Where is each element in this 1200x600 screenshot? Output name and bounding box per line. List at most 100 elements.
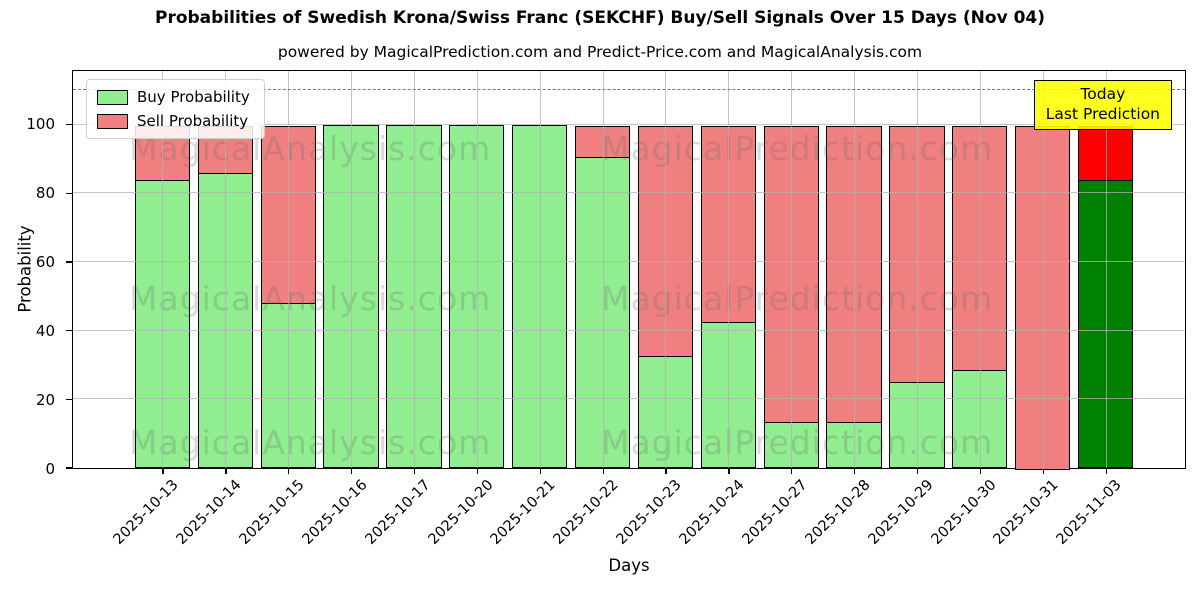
stacked-bar [952,71,1008,468]
sell-bar-segment [574,126,631,159]
y-tick-mark [66,261,73,263]
stacked-bar [637,71,694,468]
legend: Buy Probability Sell Probability [86,79,265,139]
x-tick-label: 2025-10-14 [173,477,245,548]
sell-bar-segment [700,126,756,324]
x-tick-label: 2025-10-15 [236,477,308,548]
x-tick-mark [854,468,856,474]
buy-bar-segment [1077,179,1134,468]
buy-bar-segment [637,356,694,468]
sell-bar-segment [763,126,819,424]
x-tick-mark [728,468,730,474]
x-tick-mark [539,468,541,474]
buy-bar-segment [197,172,253,468]
y-tick-label: 80 [35,183,55,202]
x-tick-label: 2025-10-29 [865,477,937,548]
stacked-bar [260,71,316,468]
bar-group: 2025-10-17 [362,71,446,548]
x-tick-label: 2025-10-30 [928,477,1000,548]
bar-group: 2025-10-24 [677,71,760,548]
bar-group: 2025-10-22 [551,71,634,548]
x-tick-mark [476,468,479,474]
x-tick-label: 2025-10-24 [676,477,748,548]
buy-bar-segment [386,124,442,468]
y-tick-label: 0 [45,460,55,478]
y-gridline [73,398,1185,400]
x-tick-mark [602,468,604,474]
sell-bar-segment [826,126,882,424]
stacked-bar [323,71,379,468]
sell-legend-swatch [97,113,128,129]
x-tick-mark [1105,468,1107,474]
chart-subtitle: powered by MagicalPrediction.com and Pre… [277,43,923,61]
buy-bar-segment [134,179,191,468]
x-tick-mark [979,468,982,474]
y-gridline [73,192,1185,194]
buy-bar-segment [260,303,316,468]
y-tick-mark [66,123,73,126]
x-tick-label: 2025-10-21 [488,477,560,548]
x-tick-label: 2025-10-23 [613,477,685,548]
stacked-bar [1077,71,1134,468]
sell-legend-label: Sell Probability [137,112,249,130]
x-tick-label: 2025-10-16 [299,477,371,548]
x-tick-label: 2025-10-20 [425,477,497,548]
x-tick-label: 2025-10-13 [110,477,182,548]
y-gridline [73,329,1185,331]
y-gridline [73,123,1185,125]
stacked-bar [134,71,191,468]
today-annotation-line2: Last Prediction [1045,105,1160,124]
buy-bar-segment [512,124,568,468]
x-tick-label: 2025-10-31 [991,477,1063,548]
x-tick-mark [916,468,919,474]
bar-group: 2025-10-21 [488,71,571,548]
bar-group: 2025-10-20 [425,71,508,548]
bar-group: 2025-11-03 [1054,71,1137,548]
bar-group: 2025-10-27 [740,71,823,548]
buy-legend-swatch [97,89,128,105]
x-axis-label: Days [608,556,650,575]
buy-bar-segment [700,322,756,468]
y-tick-label: 60 [35,252,55,271]
legend-entry-sell: Sell Probability [97,112,250,130]
threshold-dashed-line [73,89,1185,91]
y-tick-label: 100 [26,114,55,133]
x-tick-mark [413,468,416,474]
bar-group: 2025-10-23 [614,71,697,548]
bars-container: 2025-10-13 2025-10-14 2025-10-15 2025-10-16… [73,71,1185,548]
buy-bar-segment [763,421,819,468]
chart-title: Probabilities of Swedish Krona/Swiss Fra… [154,8,1045,28]
buy-bar-segment [449,124,505,468]
bar-group: 2025-10-28 [802,71,886,548]
bar-group: 2025-10-13 [111,71,194,548]
today-annotation: Today Last Prediction [1033,80,1172,130]
buy-bar-segment [889,382,945,468]
stacked-bar [386,71,442,468]
bar-group: 2025-10-29 [865,71,949,548]
bar-group: 2025-10-31 [991,71,1074,548]
sell-bar-segment [260,126,316,305]
x-tick-label: 2025-10-22 [550,477,622,548]
sell-bar-segment [1077,126,1134,182]
stacked-bar [449,71,505,468]
y-gridline [73,260,1185,262]
sell-bar-segment [637,126,694,358]
plot-area: MagicalAnalysis.com MagicalPrediction.com… [66,70,1186,548]
sell-bar-segment [952,126,1008,372]
x-tick-mark [791,468,793,474]
stacked-bar [763,71,819,468]
y-tick-mark [66,329,73,332]
buy-legend-label: Buy Probability [137,88,250,106]
bar-group: 2025-10-15 [237,71,320,548]
x-tick-mark [162,468,164,474]
buy-bar-segment [952,370,1008,468]
stacked-bar [700,71,756,468]
legend-entry-buy: Buy Probability [97,88,250,106]
y-tick-label: 40 [35,321,55,340]
y-tick-labels: 0 20 40 60 80 100 [0,70,64,478]
stacked-bar [889,71,945,468]
bar-group: 2025-10-30 [928,71,1011,548]
x-tick-mark [288,468,290,474]
buy-bar-segment [574,157,631,468]
x-tick-label: 2025-10-28 [802,477,874,548]
